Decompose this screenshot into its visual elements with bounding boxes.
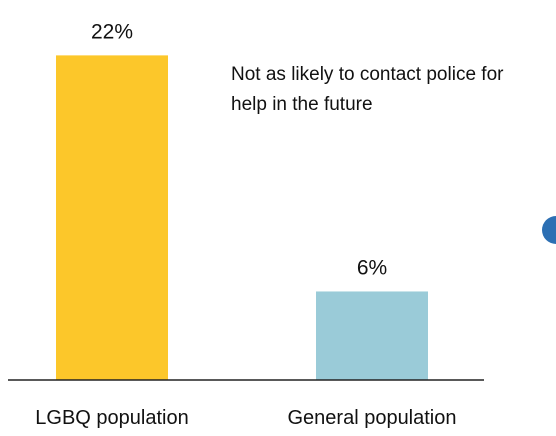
annotation-line-2: help in the future — [231, 94, 373, 115]
bars-layer — [56, 55, 428, 380]
bar-lgbq-population — [56, 55, 168, 380]
labels-layer: 22% LGBQ population 6% General population — [35, 20, 456, 429]
value-label-lgbq-population: 22% — [91, 20, 133, 43]
annotation: Not as likely to contact police for help… — [231, 64, 504, 115]
accent-dot-icon — [542, 216, 556, 244]
bar-general-population — [316, 291, 428, 380]
value-label-general-population: 6% — [357, 256, 387, 279]
category-label-general-population: General population — [287, 407, 456, 429]
annotation-line-1: Not as likely to contact police for — [231, 64, 504, 85]
category-label-lgbq-population: LGBQ population — [35, 407, 188, 429]
